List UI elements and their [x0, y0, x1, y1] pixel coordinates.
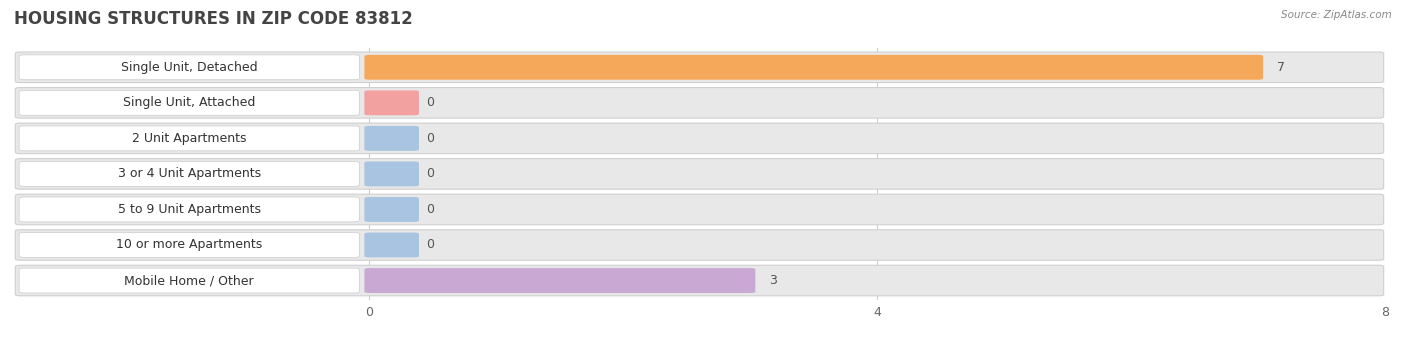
FancyBboxPatch shape	[20, 162, 360, 186]
Text: 0: 0	[426, 96, 434, 109]
FancyBboxPatch shape	[364, 126, 419, 151]
FancyBboxPatch shape	[20, 90, 360, 115]
Text: 0: 0	[426, 167, 434, 180]
FancyBboxPatch shape	[364, 162, 419, 186]
FancyBboxPatch shape	[20, 268, 360, 293]
FancyBboxPatch shape	[20, 126, 360, 151]
Text: 7: 7	[1277, 61, 1285, 74]
FancyBboxPatch shape	[20, 233, 360, 257]
Text: HOUSING STRUCTURES IN ZIP CODE 83812: HOUSING STRUCTURES IN ZIP CODE 83812	[14, 10, 413, 28]
Text: Single Unit, Attached: Single Unit, Attached	[124, 96, 256, 109]
FancyBboxPatch shape	[15, 88, 1384, 118]
FancyBboxPatch shape	[15, 265, 1384, 296]
Text: Single Unit, Detached: Single Unit, Detached	[121, 61, 257, 74]
FancyBboxPatch shape	[364, 268, 755, 293]
Text: 0: 0	[426, 203, 434, 216]
FancyBboxPatch shape	[15, 123, 1384, 154]
Text: 3 or 4 Unit Apartments: 3 or 4 Unit Apartments	[118, 167, 260, 180]
Text: Mobile Home / Other: Mobile Home / Other	[124, 274, 254, 287]
FancyBboxPatch shape	[364, 233, 419, 257]
Text: 3: 3	[769, 274, 778, 287]
FancyBboxPatch shape	[364, 197, 419, 222]
Text: 2 Unit Apartments: 2 Unit Apartments	[132, 132, 246, 145]
Text: 0: 0	[426, 238, 434, 252]
FancyBboxPatch shape	[15, 52, 1384, 83]
Text: 5 to 9 Unit Apartments: 5 to 9 Unit Apartments	[118, 203, 260, 216]
FancyBboxPatch shape	[364, 55, 1263, 80]
Text: 10 or more Apartments: 10 or more Apartments	[117, 238, 263, 252]
FancyBboxPatch shape	[20, 197, 360, 222]
FancyBboxPatch shape	[364, 90, 419, 115]
FancyBboxPatch shape	[15, 159, 1384, 189]
FancyBboxPatch shape	[15, 230, 1384, 260]
Text: 0: 0	[426, 132, 434, 145]
Text: Source: ZipAtlas.com: Source: ZipAtlas.com	[1281, 10, 1392, 20]
FancyBboxPatch shape	[20, 55, 360, 80]
FancyBboxPatch shape	[15, 194, 1384, 225]
